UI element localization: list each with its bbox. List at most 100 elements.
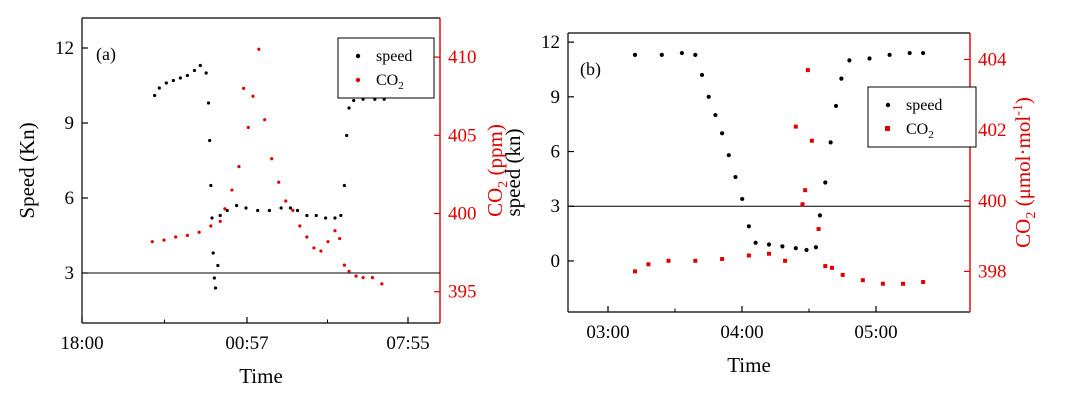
legend-box — [337, 37, 435, 99]
co2-point — [237, 164, 241, 169]
co2-point — [174, 235, 178, 239]
speed-point — [847, 58, 852, 63]
speed-point — [305, 213, 309, 218]
y-right-title-unit: (ppm) — [483, 124, 507, 181]
y-right-title-sub: 2 — [1024, 212, 1039, 219]
y-left-tick-label: 12 — [55, 38, 74, 59]
co2-point — [342, 263, 346, 267]
legend-label-co2: CO2 — [376, 72, 404, 92]
x-tick-label: 07:55 — [386, 333, 429, 354]
co2-point — [347, 269, 351, 273]
co2-point — [380, 282, 384, 286]
co2-point — [319, 249, 323, 253]
co2-point — [197, 230, 201, 234]
co2-point — [720, 257, 725, 262]
co2-point — [185, 233, 190, 238]
speed-point — [192, 68, 197, 73]
co2-point — [251, 94, 255, 98]
legend-label-main: speed — [906, 97, 942, 114]
speed-point — [766, 242, 772, 247]
legend-marker-co2 — [355, 77, 361, 83]
y-left-tick-label: 9 — [65, 113, 75, 134]
speed-point — [833, 103, 839, 109]
speed-point — [225, 208, 229, 213]
y-right-title-main: CO — [483, 188, 507, 217]
speed-point — [267, 208, 271, 213]
legend-label-sub: 2 — [928, 129, 934, 141]
y-right-tick-label: 398 — [978, 261, 1007, 282]
co2-point — [361, 276, 365, 280]
co2-point — [767, 251, 771, 256]
y-right-title-sub: 2 — [496, 181, 511, 188]
co2-point — [840, 272, 845, 277]
co2-point — [783, 258, 788, 263]
legend: speed CO2 — [867, 86, 977, 148]
speed-point — [279, 206, 283, 210]
speed-point — [720, 131, 725, 136]
speed-point — [793, 246, 798, 251]
y-right-tick-label: 395 — [448, 282, 477, 303]
speed-point — [347, 106, 351, 110]
speed-point — [813, 245, 819, 250]
co2-point — [298, 224, 302, 228]
x-tick-label: 03:00 — [586, 322, 629, 343]
speed-point — [295, 208, 300, 213]
co2-point — [246, 125, 250, 130]
speed-point — [828, 140, 833, 145]
co2-point — [829, 265, 834, 270]
legend-label-speed: speed — [906, 97, 942, 114]
speed-point — [823, 180, 828, 185]
co2-point — [646, 262, 651, 267]
speed-point — [679, 50, 685, 56]
x-tick-label: 04:00 — [720, 322, 763, 343]
speed-point — [713, 112, 718, 118]
y-right-axis-title: CO2 (μmol·mol-1) — [1011, 97, 1039, 248]
co2-point — [338, 236, 342, 241]
co2-point — [230, 188, 234, 192]
speed-point — [753, 240, 758, 245]
co2-point — [223, 207, 227, 211]
speed-point — [780, 244, 785, 249]
co2-point — [800, 202, 805, 207]
legend-label-main: speed — [376, 48, 412, 65]
speed-point — [198, 63, 202, 68]
x-axis-title: Time — [727, 353, 771, 377]
speed-point — [726, 153, 731, 158]
speed-point — [218, 213, 222, 218]
legend-marker-speed — [355, 53, 361, 59]
panel-a: 18:00 00:57 07:55 3 6 9 12 395 400 405 410 Time Spee… — [15, 17, 511, 388]
speed-point — [706, 94, 711, 99]
speed-point — [345, 133, 349, 138]
speed-point — [839, 76, 844, 81]
x-tick-label: 18:00 — [60, 333, 103, 354]
y-left-tick-label: 6 — [65, 188, 75, 209]
legend-label-main: CO — [906, 121, 928, 138]
co2-point — [370, 276, 375, 280]
y-right-tick-label: 400 — [448, 204, 477, 225]
co2-point — [354, 274, 358, 278]
co2-point — [242, 86, 246, 90]
speed-point — [746, 224, 752, 229]
speed-point — [342, 183, 346, 188]
y-left-tick-label: 3 — [551, 196, 561, 217]
x-tick-label: 00:57 — [225, 333, 268, 354]
legend-label-main: CO — [376, 72, 398, 89]
co2-point — [666, 258, 671, 263]
speed-point — [256, 208, 260, 213]
speed-point — [185, 73, 190, 78]
co2-point — [326, 240, 330, 244]
speed-point — [740, 196, 745, 202]
y-right-title-unit: (μmol·mol — [1011, 116, 1035, 212]
speed-point — [324, 216, 328, 220]
speed-point — [921, 50, 926, 56]
co2-point — [860, 278, 865, 283]
legend: speed CO2 — [337, 37, 435, 99]
legend-marker-speed — [885, 102, 891, 108]
y-right-tick-label: 404 — [978, 49, 1007, 70]
y-right-tick-label: 400 — [978, 191, 1007, 212]
co2-point — [312, 246, 316, 250]
speed-point — [235, 203, 239, 208]
speed-point — [659, 52, 664, 57]
co2-point — [333, 229, 337, 233]
